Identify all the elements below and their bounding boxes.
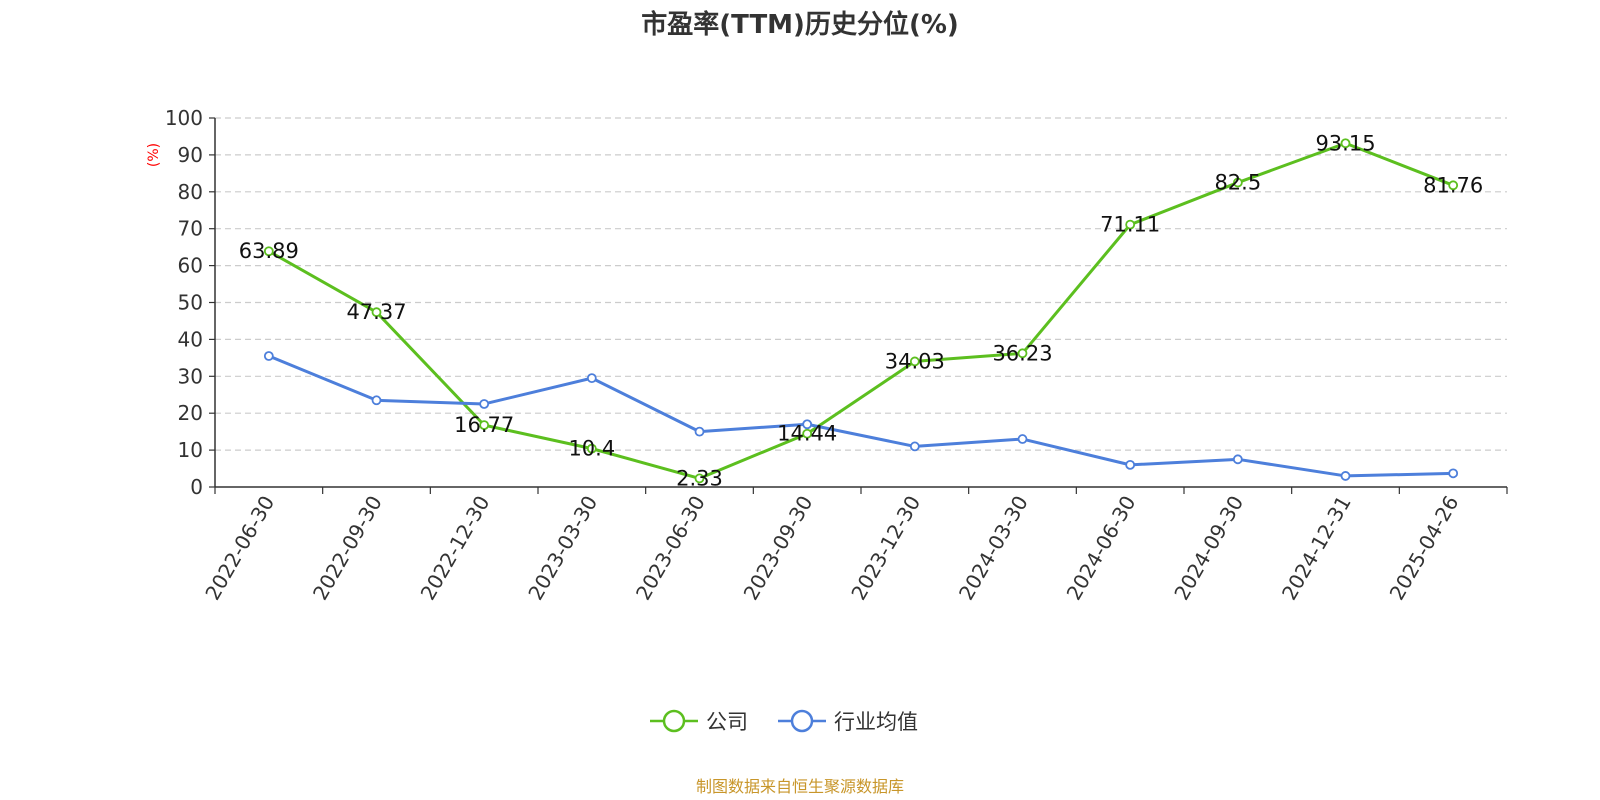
- data-label: 36.23: [992, 341, 1052, 365]
- data-point: [1125, 459, 1136, 470]
- data-point: [1340, 138, 1351, 149]
- y-tick-label: 0: [190, 475, 203, 499]
- y-tick-label: 60: [178, 254, 203, 278]
- x-tick-label: 2022-09-30: [308, 492, 387, 605]
- data-point: [263, 351, 274, 361]
- data-label: 81.76: [1423, 173, 1483, 197]
- y-tick-labels: 0 10 20 30 40 50 60 70 80 90 100: [165, 106, 203, 499]
- data-label: 16.77: [454, 413, 514, 437]
- data-point: [1448, 180, 1459, 191]
- y-tick-label: 40: [178, 327, 203, 351]
- data-point: [694, 473, 705, 484]
- y-tick-label: 50: [178, 291, 203, 315]
- data-point: [1340, 471, 1351, 481]
- data-point: [1448, 468, 1459, 479]
- data-point: [479, 420, 490, 431]
- data-point: [586, 373, 597, 384]
- data-point: [1017, 348, 1028, 359]
- legend-item-company[interactable]: 公司: [650, 709, 748, 734]
- data-labels: 63.89 47.37 16.77 10.4 2.33 14.44 34.03 36.23 71…: [239, 131, 1483, 490]
- grid-lines: [215, 117, 1507, 451]
- x-tick-label: 2024-06-30: [1062, 492, 1141, 605]
- data-label: 34.03: [885, 349, 945, 373]
- data-label: 14.44: [777, 422, 837, 446]
- x-tick-label: 2022-06-30: [200, 492, 279, 605]
- y-tick-label: 70: [178, 217, 203, 241]
- x-tick-label: 2024-09-30: [1169, 492, 1248, 605]
- y-tick-label: 30: [178, 364, 203, 388]
- data-point: [1232, 454, 1243, 465]
- data-label: 71.11: [1100, 213, 1160, 237]
- data-point: [1232, 177, 1243, 188]
- data-point: [802, 428, 813, 439]
- x-tick-label: 2024-12-31: [1277, 492, 1356, 605]
- data-point: [1017, 434, 1028, 444]
- y-tick-label: 10: [178, 438, 203, 462]
- y-tick-label: 90: [178, 143, 203, 167]
- legend-marker-icon: [790, 709, 814, 733]
- data-point: [1125, 219, 1136, 230]
- x-tick-label: 2023-09-30: [739, 492, 818, 605]
- data-point: [909, 356, 920, 367]
- x-tick-label: 2023-12-30: [846, 491, 925, 604]
- data-label: 63.89: [239, 239, 299, 263]
- data-point: [694, 426, 705, 437]
- data-label: 47.37: [346, 300, 406, 324]
- series-layer: [263, 138, 1459, 484]
- legend-label: 行业均值: [834, 710, 918, 734]
- y-tick-label: 80: [178, 180, 203, 204]
- data-label: 82.5: [1214, 171, 1261, 195]
- data-point: [371, 307, 382, 318]
- x-tick-label: 2025-04-26: [1385, 492, 1464, 605]
- x-tick-label: 2023-03-30: [523, 492, 602, 605]
- data-point: [802, 419, 813, 430]
- source-note: 制图数据来自恒生聚源数据库: [696, 777, 904, 796]
- x-tick-labels: 2022-06-30 2022-09-30 2022-12-30 2023-03-30…: [200, 491, 1463, 604]
- data-point: [371, 395, 382, 406]
- data-point: [263, 246, 274, 257]
- legend-marker-icon: [662, 709, 686, 733]
- data-point: [586, 443, 597, 454]
- axes: [209, 117, 1508, 494]
- legend-label: 公司: [706, 710, 748, 734]
- legend[interactable]: 公司 行业均值: [650, 709, 918, 734]
- data-point: [479, 399, 490, 409]
- series-line-industry: [268, 354, 1454, 478]
- data-point: [909, 441, 920, 452]
- chart-title: 市盈率(TTM)历史分位(%): [641, 9, 959, 40]
- x-tick-label: 2022-12-30: [416, 491, 495, 604]
- legend-item-industry[interactable]: 行业均值: [778, 709, 918, 734]
- x-tick-label: 2024-03-30: [954, 492, 1033, 605]
- y-tick-label: 20: [178, 401, 203, 425]
- data-label: 10.4: [568, 437, 615, 461]
- series-line-company: [268, 141, 1454, 480]
- data-label: 2.33: [676, 466, 723, 490]
- y-tick-label: 100: [165, 106, 203, 130]
- x-tick-label: 2023-06-30: [631, 492, 710, 605]
- data-label: 93.15: [1315, 131, 1375, 155]
- y-axis-label: (%): [146, 143, 162, 167]
